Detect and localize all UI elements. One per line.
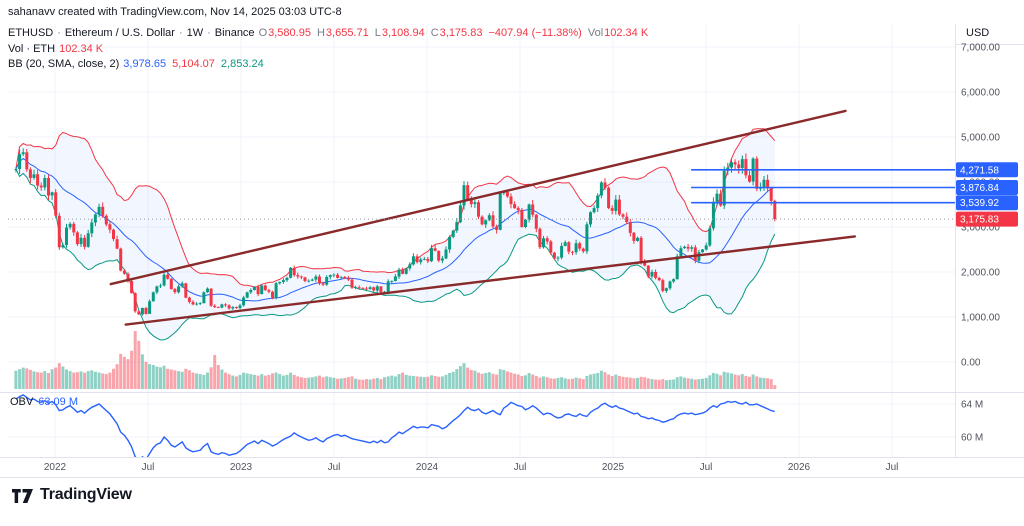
- attribution-text: sahanavv created with TradingView.com, N…: [8, 6, 342, 18]
- interval-label: 1W: [186, 27, 204, 39]
- symbol-legend[interactable]: ETHUSD · Ethereum / U.S. Dollar · 1W · Binance…: [8, 26, 654, 40]
- close-label: C: [430, 27, 439, 39]
- volume-indicator-label: Vol · ETH: [8, 43, 56, 55]
- bb-indicator-legend[interactable]: BB (20, SMA, close, 2) 3,978.65 5,104.07 2,…: [8, 57, 270, 71]
- svg-text:5,000.00: 5,000.00: [961, 133, 1000, 144]
- svg-text:2025: 2025: [602, 462, 625, 473]
- high-label: H: [316, 27, 325, 39]
- open-value: 3,580.95: [268, 27, 311, 39]
- svg-text:6,000.00: 6,000.00: [961, 88, 1000, 99]
- price-axis[interactable]: [956, 24, 1024, 458]
- volume-bars: [14, 331, 777, 390]
- volume-indicator-legend[interactable]: Vol · ETH 102.34 K: [8, 42, 109, 56]
- svg-text:0.00: 0.00: [961, 358, 981, 369]
- price-axis-tag: 4,271.58: [956, 162, 1018, 178]
- vol-label: Vol: [587, 27, 604, 39]
- low-value: 3,108.94: [381, 27, 425, 39]
- svg-text:3,539.92: 3,539.92: [960, 198, 999, 209]
- tradingview-logo[interactable]: TradingView: [12, 486, 132, 504]
- svg-text:3,876.84: 3,876.84: [960, 183, 999, 194]
- obv-label: OBV: [10, 396, 34, 408]
- axis-labels: 7,000.006,000.005,000.004,000.003,000.00…: [44, 43, 1000, 474]
- svg-text:Jul: Jul: [514, 462, 527, 473]
- high-value: 3,655.71: [325, 27, 369, 39]
- svg-text:2026: 2026: [788, 462, 811, 473]
- separator: ·: [178, 27, 183, 39]
- price-axis-tag: 3,876.84: [956, 180, 1018, 195]
- price-axis-tag: 3,175.83: [956, 211, 1018, 227]
- svg-text:3,000.00: 3,000.00: [961, 223, 1000, 234]
- svg-text:2023: 2023: [230, 462, 253, 473]
- svg-text:3,175.83: 3,175.83: [960, 215, 999, 226]
- svg-text:Jul: Jul: [328, 462, 341, 473]
- svg-text:60 M: 60 M: [961, 433, 983, 444]
- trend-line[interactable]: [124, 235, 856, 326]
- obv-indicator-legend[interactable]: OBV 63.09 M: [10, 396, 84, 408]
- axis-currency-label[interactable]: USD: [966, 27, 990, 39]
- volume-indicator-value: 102.34 K: [59, 43, 104, 55]
- bb-lower-value: 2,853.24: [220, 58, 264, 70]
- trend-line[interactable]: [109, 109, 847, 286]
- bb-basis-value: 3,978.65: [123, 58, 167, 70]
- open-label: O: [258, 27, 268, 39]
- exchange-label: Binance: [214, 27, 255, 39]
- bb-upper-value: 5,104.07: [172, 58, 215, 70]
- symbol-description: Ethereum / U.S. Dollar: [64, 27, 175, 39]
- vol-value: 102.34 K: [604, 27, 649, 39]
- candles[interactable]: [14, 148, 777, 316]
- svg-text:64 M: 64 M: [961, 400, 983, 411]
- svg-text:4,271.58: 4,271.58: [960, 165, 999, 176]
- separator: ·: [207, 27, 211, 39]
- svg-text:7,000.00: 7,000.00: [961, 43, 1000, 54]
- obv-line: [15, 394, 775, 457]
- tradingview-logo-text: TradingView: [40, 486, 132, 503]
- change-value: −407.94 (−11.38%): [488, 27, 582, 39]
- pane-separators: [0, 24, 1024, 478]
- price-axis-tag: 3,539.92: [956, 195, 1018, 211]
- obv-value: 63.09 M: [38, 396, 78, 408]
- svg-text:Jul: Jul: [142, 462, 155, 473]
- low-label: L: [374, 27, 381, 39]
- bollinger-bands: [15, 128, 776, 341]
- svg-text:2022: 2022: [44, 462, 67, 473]
- svg-text:Jul: Jul: [700, 462, 713, 473]
- svg-text:2024: 2024: [416, 462, 439, 473]
- bb-indicator-label: BB (20, SMA, close, 2): [8, 58, 120, 70]
- separator: ·: [57, 27, 61, 39]
- svg-text:2,000.00: 2,000.00: [961, 268, 1000, 279]
- svg-text:Jul: Jul: [886, 462, 899, 473]
- close-value: 3,175.83: [439, 27, 483, 39]
- symbol-name: ETHUSD: [8, 27, 54, 39]
- time-axis[interactable]: [0, 458, 1024, 477]
- tradingview-logo-icon: [12, 488, 33, 503]
- svg-text:1,000.00: 1,000.00: [961, 313, 1000, 324]
